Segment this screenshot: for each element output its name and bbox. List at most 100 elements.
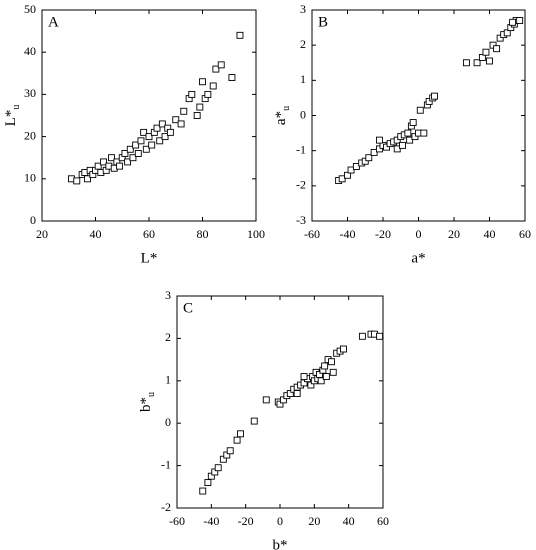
x-tick-label: -60	[169, 514, 185, 528]
point	[161, 133, 169, 141]
point	[411, 133, 419, 141]
y-tick-label: 0	[300, 107, 306, 121]
point	[204, 90, 212, 98]
point	[250, 417, 258, 425]
point	[145, 133, 153, 141]
x-tick-label: 20	[448, 227, 460, 241]
point	[84, 175, 91, 183]
x-tick-label: 20	[36, 227, 48, 241]
plot-frame	[311, 9, 526, 222]
x-tick-label: 60	[377, 514, 389, 528]
point	[340, 345, 347, 353]
point	[317, 377, 325, 385]
point	[148, 141, 156, 149]
point	[376, 136, 383, 144]
x-tick-label: -20	[238, 514, 254, 528]
point	[376, 332, 384, 340]
point	[486, 57, 493, 65]
point	[376, 145, 383, 153]
y-tick-label: 1	[300, 72, 306, 86]
point	[365, 154, 373, 162]
point	[73, 177, 81, 185]
point	[431, 92, 438, 100]
panel-label: C	[183, 300, 193, 316]
point	[226, 447, 234, 455]
point	[158, 120, 166, 128]
point	[116, 162, 124, 170]
x-tick-label: 20	[308, 514, 320, 528]
point	[228, 74, 236, 81]
point	[406, 136, 414, 144]
point	[300, 373, 308, 381]
point	[370, 148, 378, 156]
point	[172, 116, 180, 124]
point	[134, 150, 142, 157]
point	[180, 107, 188, 115]
point	[156, 137, 164, 145]
point	[129, 154, 137, 162]
point	[383, 143, 390, 151]
x-axis-label: L*	[141, 250, 158, 266]
point	[293, 390, 301, 397]
point	[166, 128, 174, 136]
x-tick-label: 100	[247, 227, 265, 241]
x-tick-label: -20	[375, 227, 391, 241]
point	[404, 129, 412, 137]
y-tick-label: 30	[24, 86, 36, 100]
point	[416, 106, 424, 114]
y-axis-label-main: L*	[3, 110, 19, 127]
point	[493, 45, 501, 53]
y-axis-label-subscript: u	[281, 106, 292, 111]
panel-label: A	[48, 14, 59, 30]
point	[482, 48, 490, 56]
y-tick-label: 2	[165, 330, 171, 344]
point	[329, 368, 337, 376]
y-tick-label: 0	[165, 415, 171, 429]
y-axis-label: b*u	[138, 392, 157, 412]
point	[321, 362, 329, 370]
y-axis-label: a*u	[273, 106, 292, 125]
point	[478, 54, 486, 61]
x-tick-label: 40	[484, 227, 496, 241]
x-tick-label: 60	[519, 227, 531, 241]
x-tick-label: 40	[90, 227, 102, 241]
point	[262, 396, 270, 404]
point	[338, 175, 346, 183]
point	[193, 112, 201, 119]
point	[516, 17, 524, 24]
x-tick-label: 40	[343, 514, 355, 528]
point	[420, 129, 428, 137]
point	[126, 145, 134, 153]
point	[496, 34, 504, 42]
x-tick-label: -40	[340, 227, 356, 241]
x-axis-label: b*	[273, 537, 288, 550]
point	[473, 59, 481, 67]
y-tick-label: -3	[296, 213, 306, 227]
point	[509, 18, 517, 26]
point	[100, 158, 107, 166]
point	[393, 136, 401, 144]
plot-frame	[41, 9, 257, 222]
y-axis-label-subscript: u	[11, 105, 22, 110]
point	[108, 154, 116, 162]
y-tick-label: 20	[24, 128, 36, 142]
y-tick-label: 2	[300, 37, 306, 51]
point	[236, 31, 244, 39]
point	[217, 61, 225, 69]
x-tick-label: 80	[197, 227, 209, 241]
point	[140, 128, 148, 136]
point	[209, 82, 217, 90]
y-axis-label: L*u	[3, 105, 22, 127]
y-tick-label: -1	[161, 457, 171, 471]
y-tick-label: 1	[165, 373, 171, 387]
point	[199, 78, 206, 86]
point	[199, 487, 207, 495]
point	[142, 145, 150, 153]
point	[328, 358, 335, 366]
y-axis-label-subscript: u	[146, 392, 157, 397]
point	[204, 479, 212, 487]
point	[425, 97, 433, 105]
point	[212, 65, 220, 73]
point	[121, 150, 129, 157]
